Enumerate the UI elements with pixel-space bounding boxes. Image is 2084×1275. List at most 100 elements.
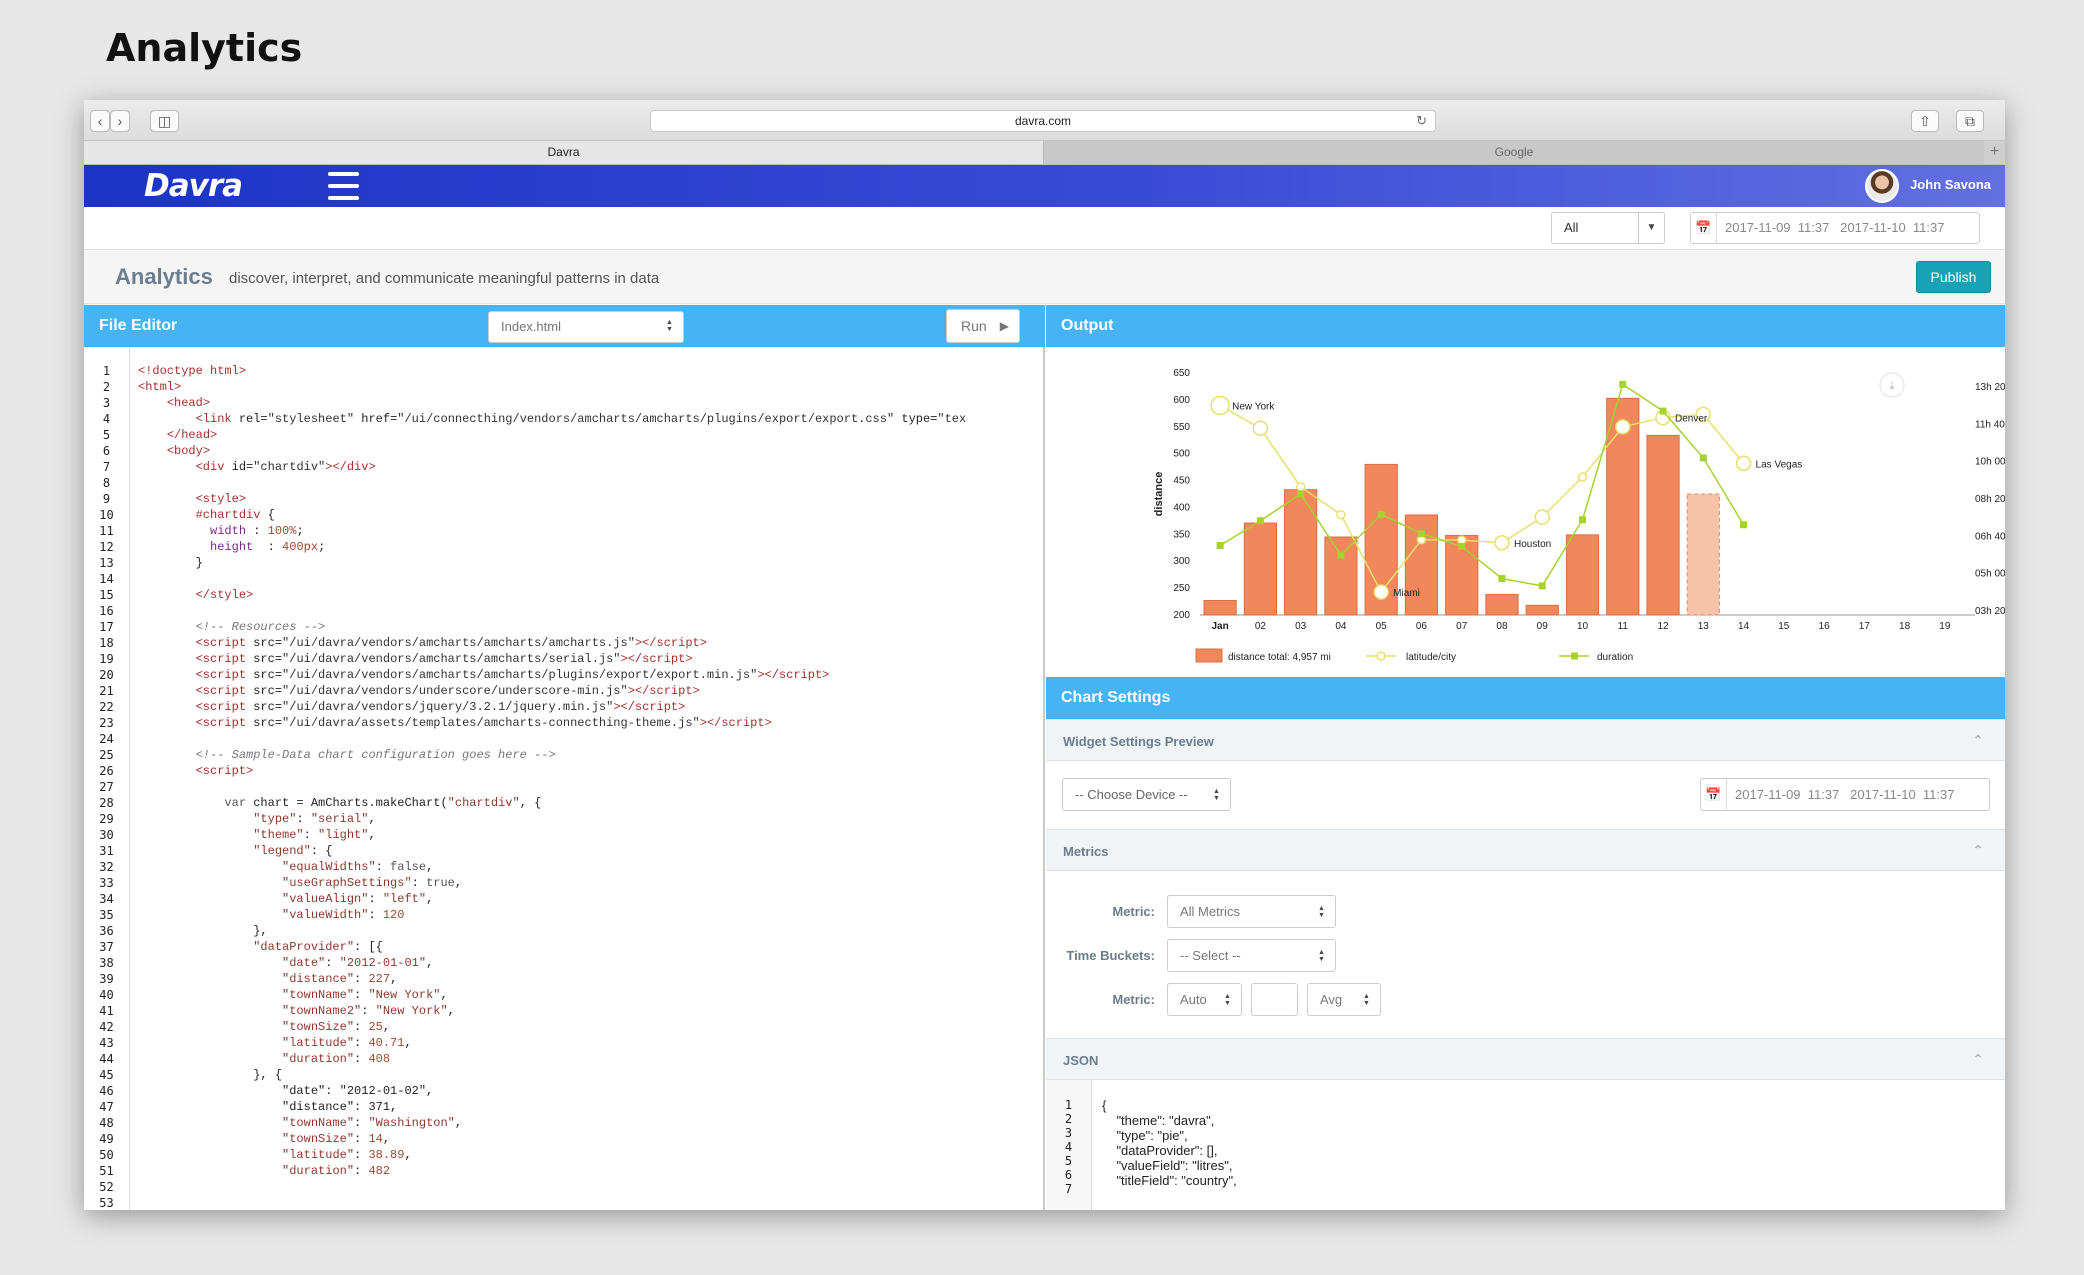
file-select-value: Index.html: [501, 319, 561, 334]
y-tick-label: 300: [1173, 556, 1190, 567]
widget-date-text: 2017-11-09 11:37 2017-11-10 11:37: [1735, 787, 1955, 802]
metrics-section[interactable]: Metrics ⌃: [1046, 829, 2005, 871]
duration-point: [1498, 575, 1506, 583]
chevron-up-icon[interactable]: ⌃: [1972, 1052, 1983, 1066]
calendar-icon: 📅: [1701, 779, 1727, 810]
widget-date-range[interactable]: 📅 2017-11-09 11:37 2017-11-10 11:37: [1700, 778, 1990, 811]
share-icon[interactable]: ⇧: [1911, 110, 1939, 132]
reload-icon[interactable]: ↻: [1416, 113, 1427, 128]
json-label: JSON: [1063, 1053, 1099, 1068]
x-tick-label: 18: [1899, 621, 1911, 632]
code-editor[interactable]: 1 2 3 4 5 6 7 8 9 10 11 12 13 14 15 16 17 18 19 20 21 22 23 24 2…: [84, 347, 1045, 1210]
calendar-icon: 📅: [1691, 213, 1717, 243]
updown-icon: ▲ ▼: [1224, 993, 1231, 1007]
line-number: 36: [99, 924, 114, 938]
user-name[interactable]: John Savona: [1910, 177, 1991, 192]
back-icon[interactable]: ‹: [90, 110, 110, 132]
line-number: 19: [99, 652, 114, 666]
latitude-point: [1577, 472, 1588, 482]
json-section[interactable]: JSON ⌃: [1046, 1038, 2005, 1080]
time-buckets-label: Time Buckets:: [1066, 948, 1155, 963]
x-tick-label: 10: [1577, 621, 1589, 632]
x-tick-label: 03: [1295, 621, 1307, 632]
line-number: 27: [99, 780, 114, 794]
line-number: 44: [99, 1052, 114, 1066]
duration-point: [1216, 541, 1224, 549]
line-number: 6: [102, 444, 111, 458]
y-tick-label: 500: [1173, 449, 1190, 460]
duration-point: [1458, 542, 1466, 550]
metric-select-value: All Metrics: [1180, 904, 1240, 919]
latitude-point: [1735, 455, 1752, 472]
bar: [1646, 434, 1680, 616]
json-content[interactable]: { "theme": "davra", "type": "pie", "data…: [1102, 1080, 1237, 1188]
bar: [1606, 397, 1640, 616]
legend-lat-marker: [1376, 651, 1386, 661]
browser-toolbar: ‹ › ◫ davra.com ↻ ⇧ ⧉: [84, 100, 2005, 141]
app-header: Davra John Savona: [84, 165, 2005, 207]
line-number: 28: [99, 796, 114, 810]
aggregate-select[interactable]: Avg ▲ ▼: [1307, 983, 1381, 1016]
duration-point: [1740, 521, 1748, 529]
url-text: davra.com: [1014, 114, 1072, 128]
x-tick-label: 02: [1255, 621, 1267, 632]
sidebar-icon[interactable]: ◫: [150, 110, 179, 132]
line-number: 25: [99, 748, 114, 762]
publish-button[interactable]: Publish: [1916, 261, 1991, 293]
line-number: 41: [99, 1004, 114, 1018]
y-tick-label: 200: [1173, 610, 1190, 621]
file-select[interactable]: Index.html ▲ ▼: [488, 311, 684, 343]
tab-davra[interactable]: Davra: [84, 141, 1044, 164]
line-number: 13: [99, 556, 114, 570]
line-number: 23: [99, 716, 114, 730]
page-heading: Analytics: [106, 26, 303, 70]
line-number: 47: [99, 1100, 114, 1114]
tab-bar: Davra Google +: [84, 141, 2005, 165]
date-range-text: 2017-11-09 11:37 2017-11-10 11:37: [1725, 220, 1945, 235]
interval-input[interactable]: [1251, 983, 1298, 1016]
line-number: 21: [99, 684, 114, 698]
line-number: 4: [102, 412, 111, 426]
hamburger-menu-icon[interactable]: [328, 172, 359, 200]
date-range-picker[interactable]: 📅 2017-11-09 11:37 2017-11-10 11:37: [1690, 212, 1980, 244]
widget-settings-label: Widget Settings Preview: [1063, 734, 1214, 749]
json-editor[interactable]: 1 2 3 4 5 6 7 { "theme": "davra", "type"…: [1046, 1080, 2005, 1210]
line-number: 24: [99, 732, 114, 746]
widget-settings-body: -- Choose Device -- ▲ ▼ 📅 2017-11-09 11:3…: [1046, 761, 2005, 829]
code-content[interactable]: <!doctype html> <html> <head> <link rel=…: [138, 364, 967, 1178]
run-button[interactable]: Run ▶: [946, 309, 1020, 343]
x-tick-label: 05: [1376, 621, 1388, 632]
auto-select[interactable]: Auto ▲ ▼: [1167, 983, 1242, 1016]
point-label: Las Vegas: [1756, 459, 1803, 470]
forward-icon[interactable]: ›: [110, 110, 130, 132]
avatar[interactable]: [1865, 169, 1899, 203]
caret-down-icon: ▼: [1638, 213, 1664, 243]
x-tick-label: 19: [1939, 621, 1951, 632]
point-label: Miami: [1393, 588, 1420, 599]
url-bar[interactable]: davra.com ↻: [650, 110, 1436, 132]
metric-select[interactable]: All Metrics ▲ ▼: [1167, 895, 1336, 928]
line-number: 20: [99, 668, 114, 682]
new-tab-button[interactable]: +: [1989, 143, 2000, 160]
line-number: 30: [99, 828, 114, 842]
line-number: 53: [99, 1196, 114, 1210]
download-arrow-icon: ⤓: [1890, 380, 1895, 392]
json-line: "dataProvider": [],: [1102, 1143, 1218, 1158]
time-buckets-select[interactable]: -- Select -- ▲ ▼: [1167, 939, 1336, 972]
auto-value: Auto: [1180, 992, 1207, 1007]
browser-window: ‹ › ◫ davra.com ↻ ⇧ ⧉ Davra Google + Dav…: [84, 100, 2005, 1210]
updown-icon: ▲ ▼: [1318, 949, 1325, 963]
scope-select[interactable]: All ▼: [1551, 212, 1665, 244]
widget-settings-section[interactable]: Widget Settings Preview ⌃: [1046, 719, 2005, 761]
line-number: 18: [99, 636, 114, 650]
play-icon: ▶: [999, 319, 1009, 333]
tab-google[interactable]: Google: [1044, 141, 1984, 164]
y-tick-label: 650: [1173, 368, 1190, 379]
logo[interactable]: Davra: [144, 168, 243, 204]
tabs-overview-icon[interactable]: ⧉: [1956, 110, 1984, 132]
device-select[interactable]: -- Choose Device -- ▲ ▼: [1062, 778, 1231, 811]
json-line: {: [1102, 1098, 1107, 1113]
chevron-up-icon[interactable]: ⌃: [1972, 733, 1983, 747]
chevron-up-icon[interactable]: ⌃: [1972, 843, 1983, 857]
duration-point: [1417, 530, 1425, 538]
